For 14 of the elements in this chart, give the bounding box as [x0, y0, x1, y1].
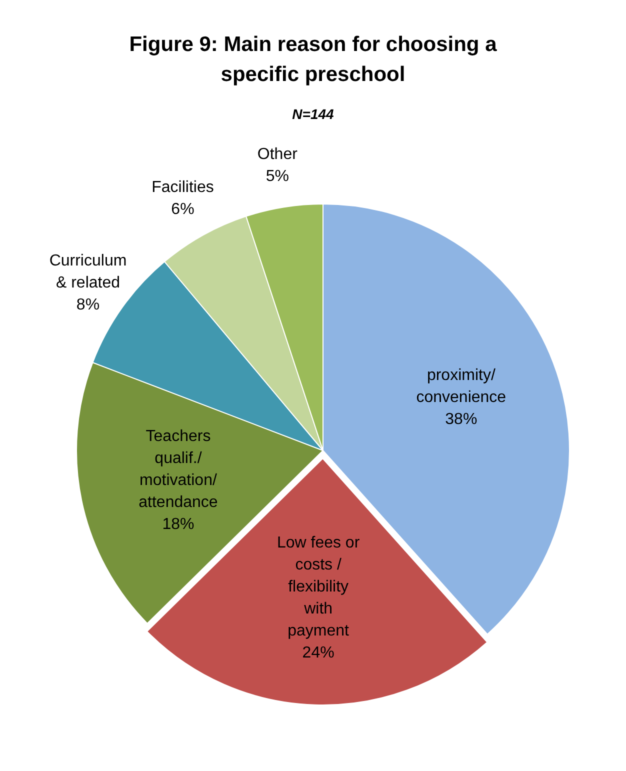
- chart-title: Figure 9: Main reason for choosing a specific preschool: [128, 32, 498, 88]
- data-label: 18%: [162, 516, 194, 534]
- slice-label: Teachers qualif./ motivation/ attendance: [138, 428, 218, 512]
- data-label: 8%: [76, 296, 100, 314]
- slice-label: Low fees or costs / flexibility with payment: [276, 534, 360, 640]
- data-label: 38%: [445, 411, 478, 428]
- slice-label: proximity/ convenience: [416, 367, 506, 406]
- data-label: 24%: [302, 644, 334, 662]
- slice-label: Curriculum & related: [49, 252, 127, 292]
- data-label: 6%: [171, 200, 194, 218]
- slice-label: Facilities: [152, 178, 214, 196]
- data-label: 5%: [266, 168, 289, 186]
- slice-label: Other: [257, 146, 298, 164]
- chart-subtitle: N=144: [291, 106, 335, 122]
